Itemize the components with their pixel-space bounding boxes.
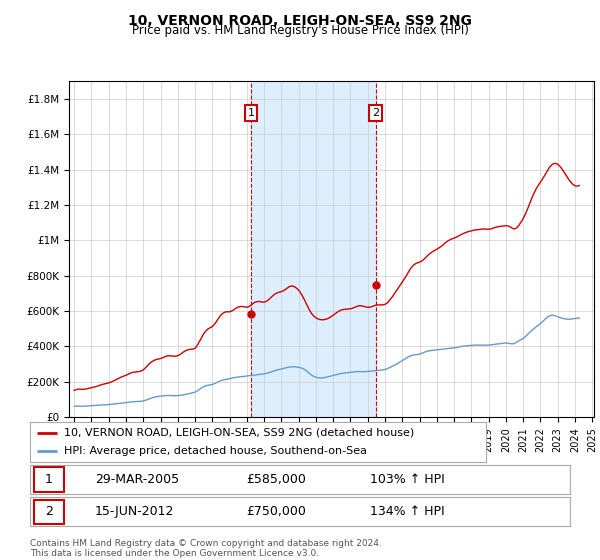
FancyBboxPatch shape [34, 500, 64, 524]
Bar [251, 81, 376, 417]
Text: 2: 2 [45, 505, 53, 519]
Text: 2: 2 [372, 108, 379, 118]
Text: £750,000: £750,000 [246, 505, 306, 519]
Text: HPI: Average price, detached house, Southend-on-Sea: HPI: Average price, detached house, Sout… [64, 446, 367, 456]
Text: 103% ↑ HPI: 103% ↑ HPI [370, 473, 445, 486]
FancyBboxPatch shape [34, 467, 64, 492]
Text: 1: 1 [248, 108, 254, 118]
Text: £585,000: £585,000 [246, 473, 306, 486]
Text: 1: 1 [45, 473, 53, 486]
Text: 15-JUN-2012: 15-JUN-2012 [95, 505, 174, 519]
Text: 10, VERNON ROAD, LEIGH-ON-SEA, SS9 2NG (detached house): 10, VERNON ROAD, LEIGH-ON-SEA, SS9 2NG (… [64, 428, 415, 438]
Text: 10, VERNON ROAD, LEIGH-ON-SEA, SS9 2NG: 10, VERNON ROAD, LEIGH-ON-SEA, SS9 2NG [128, 14, 472, 28]
Text: Price paid vs. HM Land Registry's House Price Index (HPI): Price paid vs. HM Land Registry's House … [131, 24, 469, 37]
Text: 29-MAR-2005: 29-MAR-2005 [95, 473, 179, 486]
Text: 134% ↑ HPI: 134% ↑ HPI [370, 505, 445, 519]
Text: Contains HM Land Registry data © Crown copyright and database right 2024.
This d: Contains HM Land Registry data © Crown c… [30, 539, 382, 558]
